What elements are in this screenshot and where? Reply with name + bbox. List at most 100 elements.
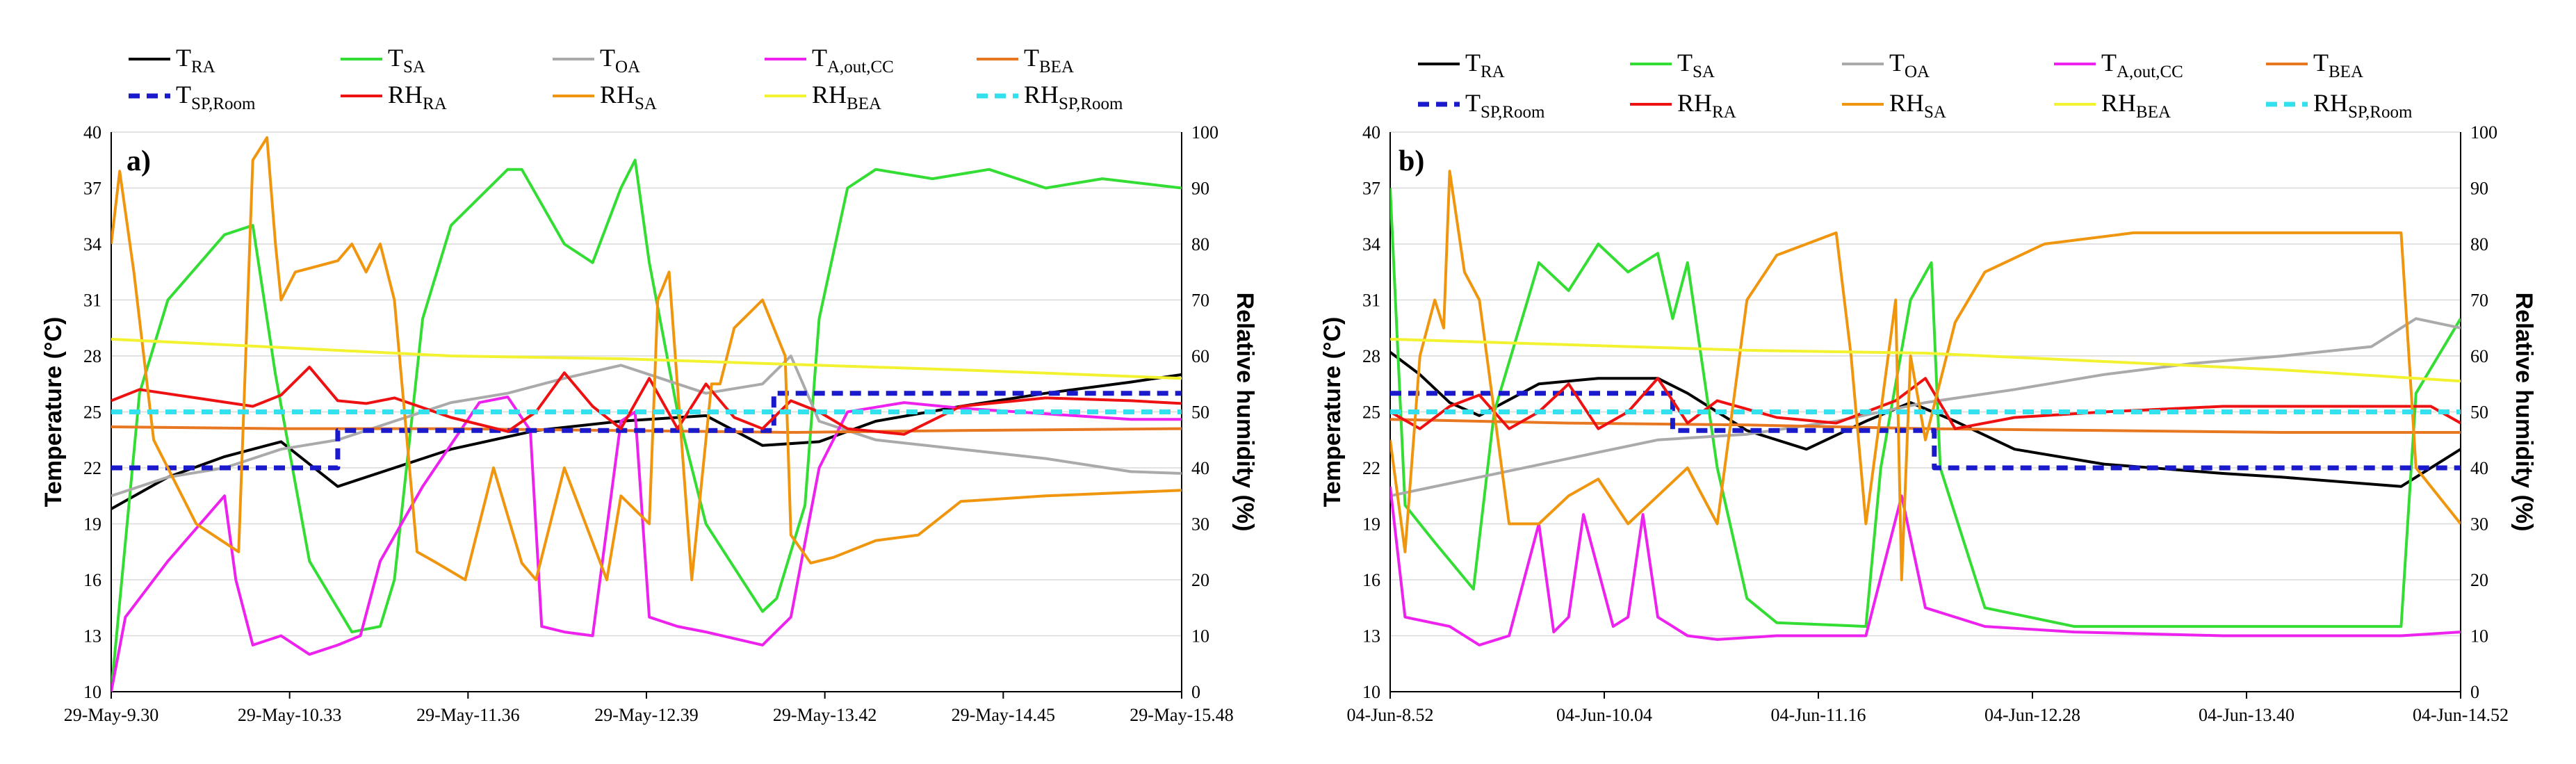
legend-label-base: T <box>1465 49 1481 76</box>
legend-label-base: T <box>176 44 191 72</box>
y-tick-label: 34 <box>1362 234 1380 254</box>
legend-label-subscript: BEA <box>2329 63 2363 81</box>
legend-label: TOA <box>600 44 640 76</box>
x-tick-label: 29-May-12.39 <box>594 705 698 725</box>
y-tick-label: 10 <box>1362 682 1380 702</box>
legend-label-subscript: SP,Room <box>2348 103 2413 122</box>
y-tick-label: 16 <box>1362 570 1380 590</box>
series-line-rh-sa <box>111 136 1182 581</box>
y-tick-label: 22 <box>1362 458 1380 478</box>
legend-item-t-a-out-cc: TA,out,CC <box>2054 49 2183 81</box>
x-tick-label: 29-May-13.42 <box>773 705 877 725</box>
legend-label: RHRA <box>388 81 447 113</box>
y-tick-label: 40 <box>83 122 101 143</box>
series-line-t-sp-room <box>1390 391 2461 471</box>
legend-item-rh-sa: RHSA <box>1842 89 1946 122</box>
legend-label: RHBEA <box>812 81 881 113</box>
y2-axis-title: Relative humidity (%) <box>2511 293 2537 532</box>
y2-axis-title: Relative humidity (%) <box>1232 293 1258 532</box>
legend-label-subscript: A,out,CC <box>827 58 894 76</box>
legend-label-subscript: BEA <box>1039 58 1074 76</box>
legend-item-t-oa: TOA <box>553 44 640 76</box>
chart-panel-a: 10 13 16 19 22 25 28 31 34 37 40 0 10 20 30 40 50 60 70 80 9… <box>40 44 1258 725</box>
y2-tick-label: 60 <box>1191 346 1209 366</box>
y-tick-label: 13 <box>1362 626 1380 647</box>
legend-label-base: T <box>1677 49 1693 76</box>
legend-item-t-sa: TSA <box>341 44 425 76</box>
series-lines <box>111 136 1182 692</box>
x-tick-label: 29-May-9.30 <box>64 705 158 725</box>
series-line-t-a-out-cc <box>1390 486 2461 647</box>
x-tick-label: 29-May-14.45 <box>952 705 1055 725</box>
legend-label-subscript: RA <box>1712 103 1736 122</box>
legend-label-base: RH <box>2313 89 2348 117</box>
legend-item-rh-bea: RHBEA <box>2054 89 2171 122</box>
legend-item-t-sp-room: TSP,Room <box>129 81 256 113</box>
legend-item-rh-sp-room: RHSP,Room <box>977 81 1123 113</box>
legend-item-t-ra: TRA <box>129 44 215 76</box>
series-lines <box>1390 170 2461 647</box>
x-tick-label: 04-Jun-8.52 <box>1347 705 1434 725</box>
legend-label-base: RH <box>1024 81 1059 108</box>
y-tick-label: 10 <box>83 682 101 702</box>
legend-label: RHSA <box>600 81 657 113</box>
y2-tick-label: 70 <box>2470 291 2488 311</box>
y-tick-label: 28 <box>83 346 101 366</box>
legend-label: TRA <box>1465 49 1505 81</box>
legend-label-subscript: SA <box>635 95 657 113</box>
legend-label: RHRA <box>1677 89 1736 122</box>
y2-tick-label: 40 <box>2470 458 2488 478</box>
legend-item-t-oa: TOA <box>1842 49 1930 81</box>
y2-tick-label: 80 <box>2470 234 2488 254</box>
legend-label: TSA <box>1677 49 1715 81</box>
legend-label: RHBEA <box>2101 89 2171 122</box>
y2-tick-label: 70 <box>1191 291 1209 311</box>
legend-label-base: T <box>1465 89 1481 117</box>
legend-label-base: T <box>2101 49 2117 76</box>
panel-label: b) <box>1399 145 1424 177</box>
legend-label-subscript: SP,Room <box>1059 95 1123 113</box>
y-axis-title: Temperature (°C) <box>1319 317 1346 507</box>
x-tick-label: 04-Jun-12.28 <box>1984 705 2080 725</box>
legend-label-subscript: OA <box>1905 63 1930 81</box>
y-tick-label: 13 <box>83 626 101 647</box>
y-tick-label: 19 <box>83 514 101 535</box>
x-tick-label: 29-May-10.33 <box>238 705 341 725</box>
legend-label: TRA <box>176 44 215 76</box>
legend-item-rh-ra: RHRA <box>341 81 447 113</box>
x-tick-label: 29-May-11.36 <box>416 705 520 725</box>
legend-label-base: T <box>600 44 615 72</box>
legend-label-base: T <box>2313 49 2329 76</box>
legend-label-base: RH <box>600 81 635 108</box>
legend-label: TBEA <box>2313 49 2363 81</box>
legend-label-subscript: SA <box>403 58 425 76</box>
legend-label-subscript: OA <box>615 58 640 76</box>
y2-tick-label: 10 <box>2470 626 2488 647</box>
legend-label-base: RH <box>1889 89 1924 117</box>
legend-label-base: T <box>176 81 191 108</box>
series-line-t-sp-room <box>111 391 1182 471</box>
legend-label-subscript: BEA <box>847 95 881 113</box>
legend-label: TSP,Room <box>1465 89 1545 122</box>
legend-label: TSA <box>388 44 425 76</box>
y2-tick-label: 90 <box>2470 179 2488 199</box>
legend-label-subscript: RA <box>191 58 215 76</box>
series-line-rh-bea <box>111 337 1182 380</box>
legend-label: TA,out,CC <box>2101 49 2183 81</box>
legend-label: TOA <box>1889 49 1930 81</box>
legend-item-t-ra: TRA <box>1418 49 1505 81</box>
y2-tick-label: 100 <box>2470 122 2497 143</box>
legend-label: RHSP,Room <box>1024 81 1123 113</box>
legend-label-subscript: SA <box>1693 63 1715 81</box>
legend-item-t-bea: TBEA <box>977 44 1074 76</box>
series-line-t-oa <box>111 355 1182 498</box>
series-line-t-oa <box>1390 317 2461 498</box>
y2-tick-label: 40 <box>1191 458 1209 478</box>
series-line-rh-bea <box>1390 337 2461 383</box>
legend-label-base: RH <box>2101 89 2136 117</box>
legend-label-base: RH <box>1677 89 1712 117</box>
y2-tick-label: 0 <box>2470 682 2479 702</box>
legend-item-rh-ra: RHRA <box>1630 89 1736 122</box>
series-line-rh-ra <box>111 366 1182 436</box>
